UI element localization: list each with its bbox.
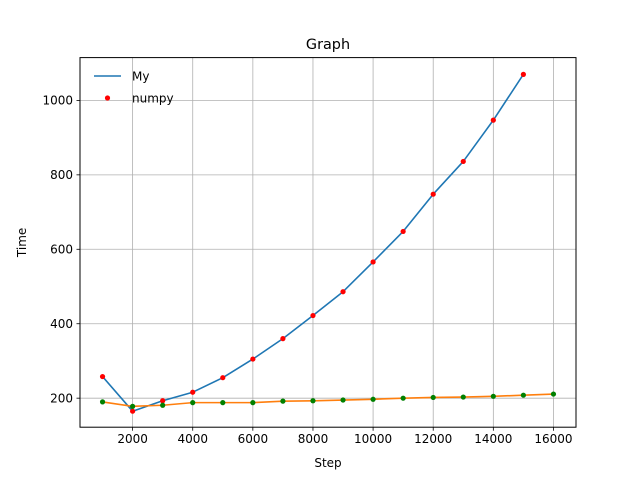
data-point — [460, 158, 466, 165]
data-point — [490, 393, 496, 399]
data-point — [310, 312, 316, 319]
data-point — [250, 400, 256, 406]
data-point — [520, 71, 526, 77]
data-point — [490, 117, 496, 123]
data-point — [190, 389, 196, 395]
data-point — [370, 259, 376, 265]
x-tick-label: 4000 — [177, 432, 208, 446]
x-tick-label: 10000 — [354, 432, 392, 446]
x-tick-label: 14000 — [474, 432, 512, 446]
data-point — [130, 408, 136, 414]
data-point — [190, 400, 196, 406]
data-point — [520, 392, 526, 398]
data-point — [340, 289, 346, 295]
y-tick-label: 200 — [50, 391, 73, 405]
legend-entry-label: My — [132, 69, 149, 83]
data-point — [130, 403, 136, 409]
x-tick-label: 16000 — [534, 432, 572, 446]
data-point — [430, 394, 436, 401]
y-tick-label: 1000 — [42, 94, 73, 108]
axes-frame — [79, 57, 577, 428]
data-point — [220, 375, 226, 381]
data-point — [370, 396, 376, 402]
chart-title: Graph — [306, 37, 350, 53]
grid — [80, 57, 576, 428]
y-tick-label: 600 — [50, 243, 73, 257]
data-point — [460, 394, 466, 400]
legend-entry-label: numpy — [132, 91, 174, 105]
axis-ticks: 2000 4000 6000 8000 10000 12000 14000 16000 200 4… — [42, 94, 572, 446]
data-point — [220, 400, 226, 406]
x-tick-label: 6000 — [238, 432, 269, 446]
data-point — [310, 398, 316, 404]
data-point — [400, 395, 406, 401]
legend: My numpy — [94, 69, 174, 105]
y-tick-label: 400 — [50, 317, 73, 331]
data-point — [550, 391, 557, 397]
data-point — [280, 398, 286, 404]
data-point — [99, 399, 106, 405]
y-axis-label: Time — [15, 228, 29, 258]
data-point — [160, 402, 166, 408]
x-tick-label: 8000 — [298, 432, 329, 446]
data-point — [280, 336, 286, 342]
data-point — [400, 228, 406, 235]
data-point — [99, 373, 106, 380]
y-tick-label: 800 — [50, 168, 73, 182]
data-point — [430, 191, 436, 197]
x-tick-label: 2000 — [117, 432, 148, 446]
plot-series — [99, 71, 557, 414]
x-axis-label: Step — [314, 456, 341, 470]
data-point — [160, 398, 166, 404]
series-line-1 — [101, 393, 555, 408]
x-tick-label: 12000 — [414, 432, 452, 446]
data-point — [340, 397, 346, 403]
legend-marker-swatch — [104, 95, 111, 101]
data-point — [250, 356, 256, 362]
